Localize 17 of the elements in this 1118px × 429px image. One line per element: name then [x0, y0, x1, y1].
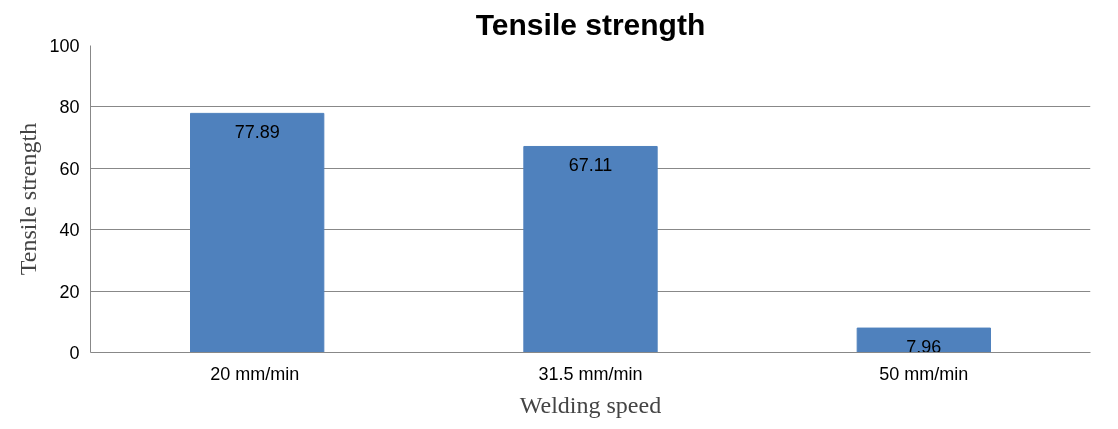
x-tick-label: 31.5 mm/min — [538, 363, 643, 384]
y-axis-title: Tensile strength — [15, 122, 42, 276]
chart-title: Tensile strength — [475, 7, 706, 41]
data-label: 77.89 — [234, 122, 280, 143]
y-tick-label: 40 — [59, 220, 80, 241]
x-tick-label: 20 mm/min — [210, 363, 300, 384]
y-tick-label: 0 — [69, 343, 80, 363]
x-tick-label: 50 mm/min — [879, 363, 969, 384]
y-tick-label: 80 — [59, 97, 80, 118]
data-label: 67.11 — [568, 155, 613, 176]
y-tick-label: 20 — [59, 281, 80, 302]
bar — [523, 145, 658, 353]
y-tick-label: 100 — [49, 36, 80, 56]
x-axis-title: Welding speed — [519, 391, 662, 418]
bar — [190, 112, 325, 353]
y-tick-label: 60 — [59, 158, 80, 179]
bar — [856, 327, 991, 353]
